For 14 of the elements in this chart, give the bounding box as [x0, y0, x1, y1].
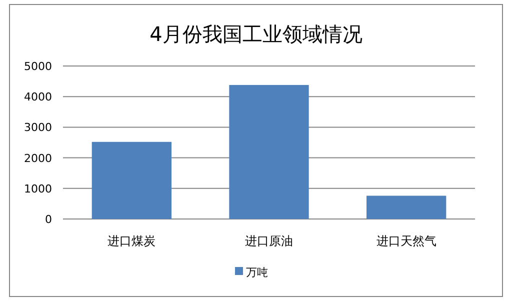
y-tick-label: 2000 [24, 152, 52, 165]
legend-label: 万吨 [246, 266, 268, 279]
y-tick-label: 5000 [24, 60, 52, 73]
x-tick-label: 进口天然气 [376, 234, 436, 248]
y-tick-label: 1000 [24, 182, 52, 196]
y-tick-label: 0 [45, 213, 52, 226]
bar [229, 84, 309, 219]
x-tick-label: 进口原油 [245, 234, 293, 248]
y-tick-label: 3000 [24, 121, 52, 134]
chart-title: 4月份我国工业领域情况 [150, 22, 362, 46]
bar [92, 142, 172, 219]
x-tick-label: 进口煤炭 [108, 234, 156, 248]
y-tick-label: 4000 [24, 90, 52, 104]
bar [366, 196, 446, 219]
